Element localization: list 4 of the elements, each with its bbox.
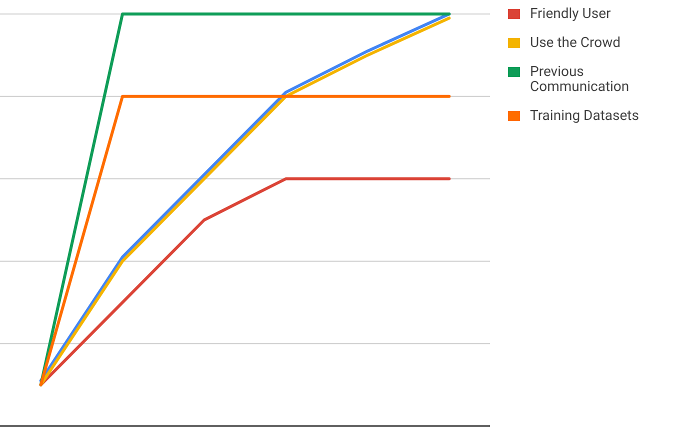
legend-label: Previous Communication xyxy=(530,64,630,95)
legend-label: Friendly User xyxy=(530,6,611,22)
legend-label: Use the Crowd xyxy=(530,35,621,51)
legend-label: Training Datasets xyxy=(530,108,639,124)
